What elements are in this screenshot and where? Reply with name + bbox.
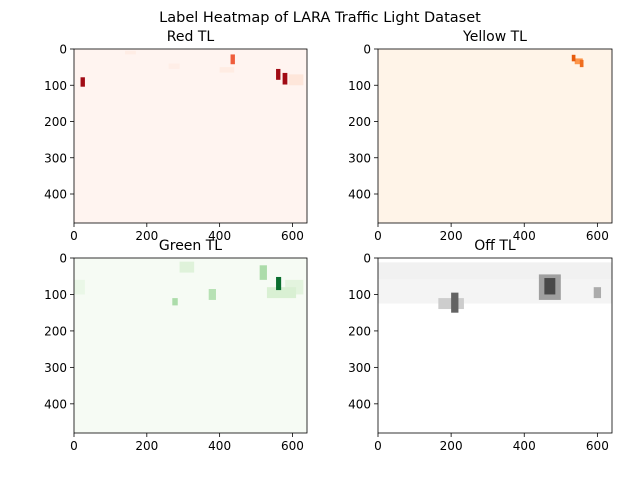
y-tick-label: 300 bbox=[348, 151, 371, 165]
heat-cell bbox=[579, 59, 584, 68]
heat-cell bbox=[74, 279, 85, 295]
x-tick-label: 0 bbox=[70, 439, 78, 453]
x-tick-label: 200 bbox=[440, 229, 463, 243]
heat-cell bbox=[571, 54, 576, 62]
axes-frame bbox=[377, 48, 613, 224]
heat-cell bbox=[276, 276, 282, 291]
x-tick-label: 400 bbox=[513, 439, 536, 453]
y-tick-label: 400 bbox=[44, 397, 67, 411]
heat-cell bbox=[451, 292, 459, 313]
figure-title: Label Heatmap of LARA Traffic Light Data… bbox=[159, 10, 481, 26]
heat-cell bbox=[219, 67, 235, 73]
panel-title: Yellow TL bbox=[462, 29, 527, 45]
y-tick-label: 100 bbox=[348, 79, 371, 93]
panel-background bbox=[74, 49, 307, 223]
heat-cell bbox=[282, 72, 288, 85]
heat-cell bbox=[574, 58, 583, 65]
y-tick-label: 100 bbox=[348, 288, 371, 302]
y-tick-label: 400 bbox=[348, 397, 371, 411]
x-tick-label: 400 bbox=[208, 439, 231, 453]
x-tick-label: 600 bbox=[281, 229, 304, 243]
y-tick-label: 300 bbox=[348, 361, 371, 375]
panel-title: Green TL bbox=[159, 238, 222, 254]
axes-frame bbox=[73, 257, 308, 434]
x-tick-label: 400 bbox=[513, 229, 536, 243]
x-tick-label: 600 bbox=[586, 439, 609, 453]
heatmap-panel-1: Red TL 0 200 400 600 0 100 200 300 400 bbox=[44, 29, 308, 243]
y-tick-label: 100 bbox=[44, 288, 67, 302]
heatmap-panel-4: Off TL 0 200 400 600 0 100 200 300 400 bbox=[348, 238, 613, 453]
x-tick-label: 0 bbox=[374, 439, 382, 453]
heatmap-panel-3: Green TL 0 200 400 600 0 100 200 300 400 bbox=[44, 238, 308, 453]
y-tick-label: 400 bbox=[44, 188, 67, 202]
heat-cell bbox=[124, 50, 136, 55]
x-tick-label: 200 bbox=[440, 439, 463, 453]
y-tick-label: 200 bbox=[348, 115, 371, 129]
heat-cell bbox=[276, 68, 281, 80]
panel-title: Off TL bbox=[474, 238, 516, 254]
panel-title: Red TL bbox=[167, 29, 215, 45]
axes-frame bbox=[73, 48, 308, 224]
x-tick-label: 0 bbox=[374, 229, 382, 243]
heat-cell bbox=[266, 287, 297, 299]
panel-background bbox=[74, 258, 307, 433]
heat-cell bbox=[378, 279, 612, 304]
x-tick-label: 200 bbox=[135, 439, 158, 453]
heat-cell bbox=[378, 262, 612, 280]
x-tick-label: 200 bbox=[135, 229, 158, 243]
heat-cell bbox=[288, 74, 304, 86]
y-tick-label: 300 bbox=[44, 151, 67, 165]
y-tick-label: 200 bbox=[44, 324, 67, 338]
y-tick-label: 300 bbox=[44, 361, 67, 375]
y-tick-label: 0 bbox=[363, 43, 371, 57]
x-tick-label: 0 bbox=[70, 229, 78, 243]
y-tick-label: 100 bbox=[44, 79, 67, 93]
x-tick-label: 600 bbox=[586, 229, 609, 243]
heat-cell bbox=[80, 77, 85, 87]
heat-cell bbox=[168, 63, 180, 69]
heat-cell bbox=[172, 298, 178, 306]
heatmap-panel-2: Yellow TL 0 200 400 600 0 100 200 300 400 bbox=[348, 29, 613, 243]
heat-cell bbox=[179, 261, 195, 273]
y-tick-label: 0 bbox=[363, 252, 371, 266]
y-tick-label: 0 bbox=[59, 252, 67, 266]
heat-cell bbox=[593, 287, 602, 299]
y-tick-label: 0 bbox=[59, 43, 67, 57]
axes-frame bbox=[377, 257, 613, 434]
y-tick-label: 400 bbox=[348, 188, 371, 202]
heat-cell bbox=[208, 288, 216, 300]
x-tick-label: 400 bbox=[208, 229, 231, 243]
y-tick-label: 200 bbox=[348, 324, 371, 338]
y-tick-label: 200 bbox=[44, 115, 67, 129]
heat-cell bbox=[544, 278, 556, 295]
heat-cell bbox=[438, 298, 464, 310]
heat-cell bbox=[230, 54, 235, 65]
x-tick-label: 600 bbox=[281, 439, 304, 453]
heat-cell bbox=[259, 265, 267, 280]
panel-background bbox=[378, 49, 612, 223]
